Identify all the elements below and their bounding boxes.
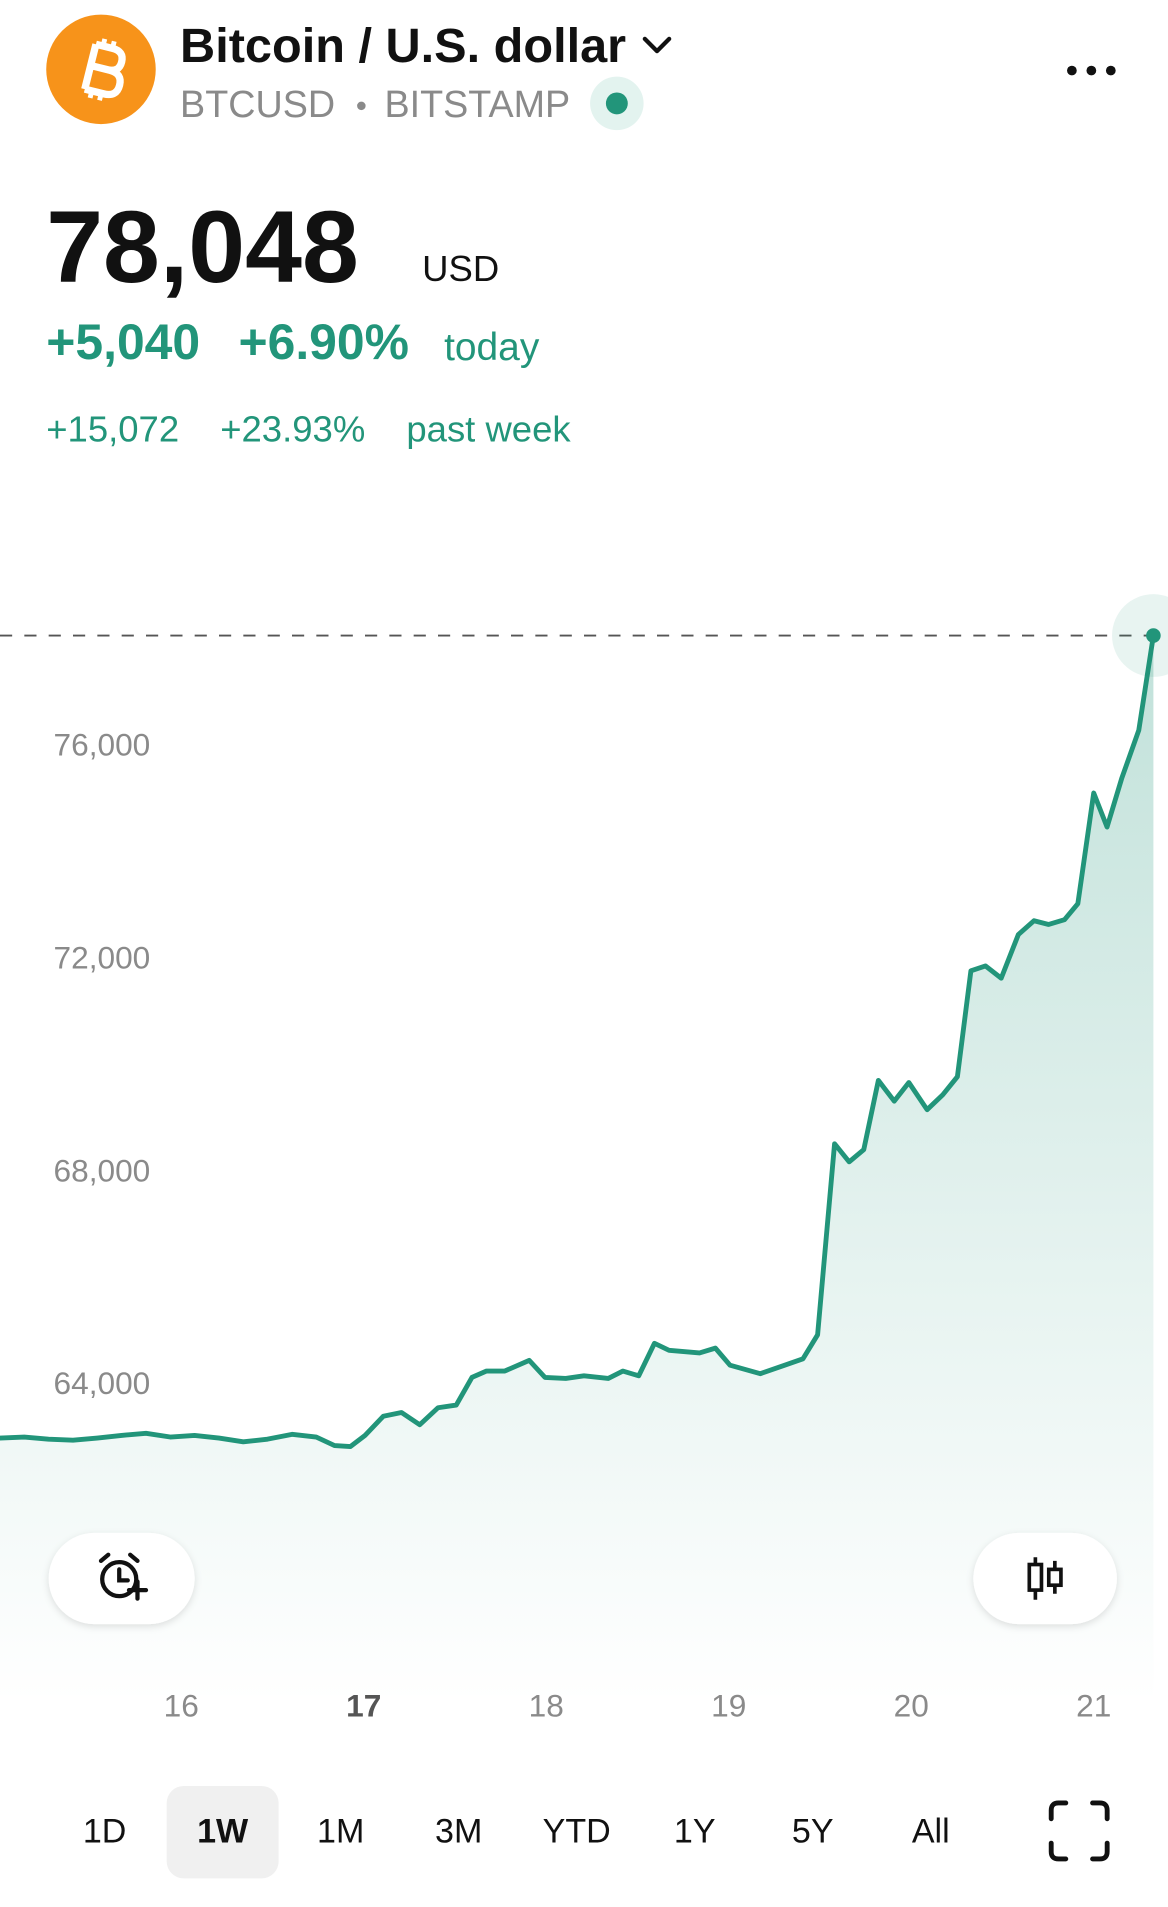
- market-status-dot: [605, 92, 628, 115]
- y-tick-label: 72,000: [54, 939, 151, 975]
- range-tab[interactable]: All: [912, 1812, 950, 1850]
- range-tab[interactable]: 1M: [317, 1812, 364, 1850]
- x-tick-label: 19: [711, 1688, 746, 1724]
- last-price-dot: [1146, 628, 1161, 643]
- change-today-percent: +6.90%: [238, 314, 409, 370]
- range-tab[interactable]: YTD: [543, 1812, 611, 1850]
- range-tab[interactable]: 1Y: [674, 1812, 716, 1850]
- today-label: today: [444, 326, 540, 369]
- price-chart: 64,000 68,000 72,000 76,000 16 17 18 19 20 21: [0, 594, 1168, 1724]
- y-tick-label: 64,000: [54, 1365, 151, 1401]
- more-menu[interactable]: [1067, 65, 1116, 76]
- chart-style-button[interactable]: [973, 1532, 1117, 1625]
- ticker-symbol: BTCUSD: [180, 83, 335, 125]
- last-price-halo: [1112, 594, 1168, 677]
- y-tick-label: 68,000: [54, 1152, 151, 1188]
- change-week-percent: +23.93%: [220, 409, 365, 450]
- coin-logo: [46, 14, 156, 125]
- x-tick-label: 18: [529, 1688, 564, 1724]
- x-tick-label: 21: [1076, 1688, 1111, 1724]
- range-tab-selected[interactable]: 1W: [197, 1812, 249, 1850]
- title-dropdown-chevron[interactable]: [642, 36, 672, 54]
- exchange-name: BITSTAMP: [384, 83, 570, 125]
- selected-tab-background: [166, 1785, 279, 1879]
- week-label: past week: [406, 409, 571, 450]
- change-week: +15,072: [46, 409, 179, 450]
- price-line: [0, 633, 1156, 1450]
- x-tick-label: 16: [164, 1688, 199, 1724]
- x-tick-label: 20: [894, 1688, 929, 1724]
- range-tab[interactable]: 3M: [435, 1812, 482, 1850]
- fullscreen-button[interactable]: [1048, 1800, 1110, 1862]
- range-tab[interactable]: 5Y: [792, 1812, 834, 1850]
- y-tick-label: 76,000: [54, 727, 151, 763]
- separator-dot: [357, 101, 366, 111]
- price-currency: USD: [422, 248, 499, 289]
- range-tab[interactable]: 1D: [83, 1812, 127, 1850]
- symbol-title[interactable]: Bitcoin / U.S. dollar: [180, 19, 626, 73]
- price: 78,048: [46, 189, 359, 304]
- change-today: +5,040: [46, 314, 200, 370]
- add-alert-button[interactable]: [48, 1532, 195, 1625]
- x-tick-label: 17: [346, 1688, 381, 1724]
